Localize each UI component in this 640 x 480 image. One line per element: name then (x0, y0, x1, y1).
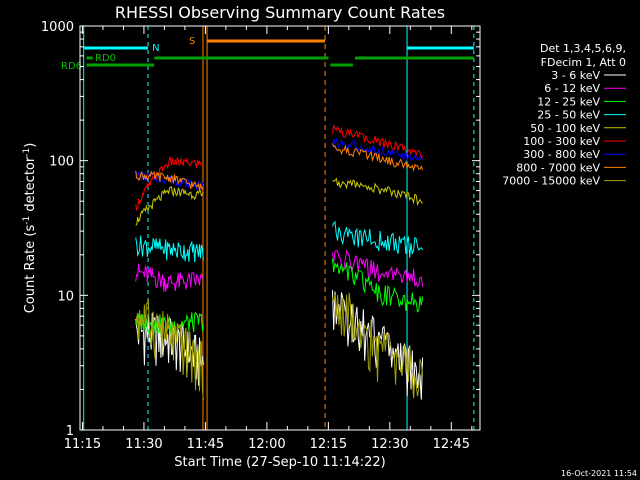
y-tick-label: 1 (66, 424, 74, 439)
series-line-2 (135, 311, 204, 336)
flag-label-RD0: RD0 (95, 53, 116, 64)
x-tick-label: 11:15 (64, 437, 101, 452)
series-line-7 (332, 143, 424, 172)
x-axis-label: Start Time (27-Sep-10 11:14:22) (174, 455, 385, 470)
flag-label-S: S (189, 36, 195, 47)
legend: Det 1,3,4,5,6,9, FDecim 1, Att 0 3 - 6 k… (502, 42, 626, 188)
flag-label-RD6: RD6 (61, 61, 82, 72)
timestamp-label: 16-Oct-2021 11:54 (561, 469, 637, 478)
flag-label-N: N (152, 43, 159, 54)
series-line-1 (332, 249, 424, 288)
legend-label: 300 - 800 keV (523, 148, 600, 161)
x-tick-label: 12:00 (248, 437, 285, 452)
plot-area: N S RD0 RD6 (61, 26, 475, 430)
series-line-8 (135, 298, 204, 401)
y-axis: 1 10 100 1000 (41, 20, 480, 439)
legend-label: 7000 - 15000 keV (502, 175, 600, 188)
legend-label: 25 - 50 keV (537, 109, 600, 122)
series-line-1 (135, 263, 204, 292)
x-tick-label: 12:45 (433, 437, 470, 452)
legend-label: 100 - 300 keV (523, 135, 600, 148)
series-line-5 (135, 156, 204, 212)
x-tick-label: 12:15 (310, 437, 347, 452)
series-line-5 (332, 123, 424, 160)
legend-header-line-2: FDecim 1, Att 0 (541, 56, 626, 69)
x-tick-label: 11:30 (125, 437, 162, 452)
legend-header-line-1: Det 1,3,4,5,6,9, (540, 42, 626, 55)
series-line-2 (332, 258, 424, 313)
series-line-8 (332, 292, 424, 399)
observing-flags: N S RD0 RD6 (61, 36, 474, 72)
series-line-4 (135, 186, 204, 226)
legend-label: 50 - 100 keV (530, 122, 600, 135)
series-line-3 (135, 235, 204, 263)
series-line-3 (332, 220, 424, 258)
legend-label: 3 - 6 keV (551, 69, 600, 82)
series-line-7 (135, 170, 204, 192)
plot-frame (79, 25, 481, 431)
series-line-6 (332, 137, 423, 163)
legend-label: 12 - 25 keV (537, 95, 600, 108)
y-tick-label: 10 (57, 289, 74, 304)
y-tick-label: 1000 (41, 20, 74, 35)
legend-label: 6 - 12 keV (544, 82, 600, 95)
legend-label: 800 - 7000 keV (516, 161, 600, 174)
x-tick-label: 11:45 (187, 437, 224, 452)
y-tick-label: 100 (49, 155, 74, 170)
series-line-0 (332, 289, 424, 400)
x-axis: 11:15 11:30 11:45 12:00 12:15 12:30 12:45 (64, 26, 473, 452)
y-axis-label: Count Rate (s-1 detector-1) (22, 143, 38, 314)
series-line-4 (332, 177, 423, 207)
x-tick-label: 12:30 (371, 437, 408, 452)
chart-title: RHESSI Observing Summary Count Rates (115, 3, 445, 22)
